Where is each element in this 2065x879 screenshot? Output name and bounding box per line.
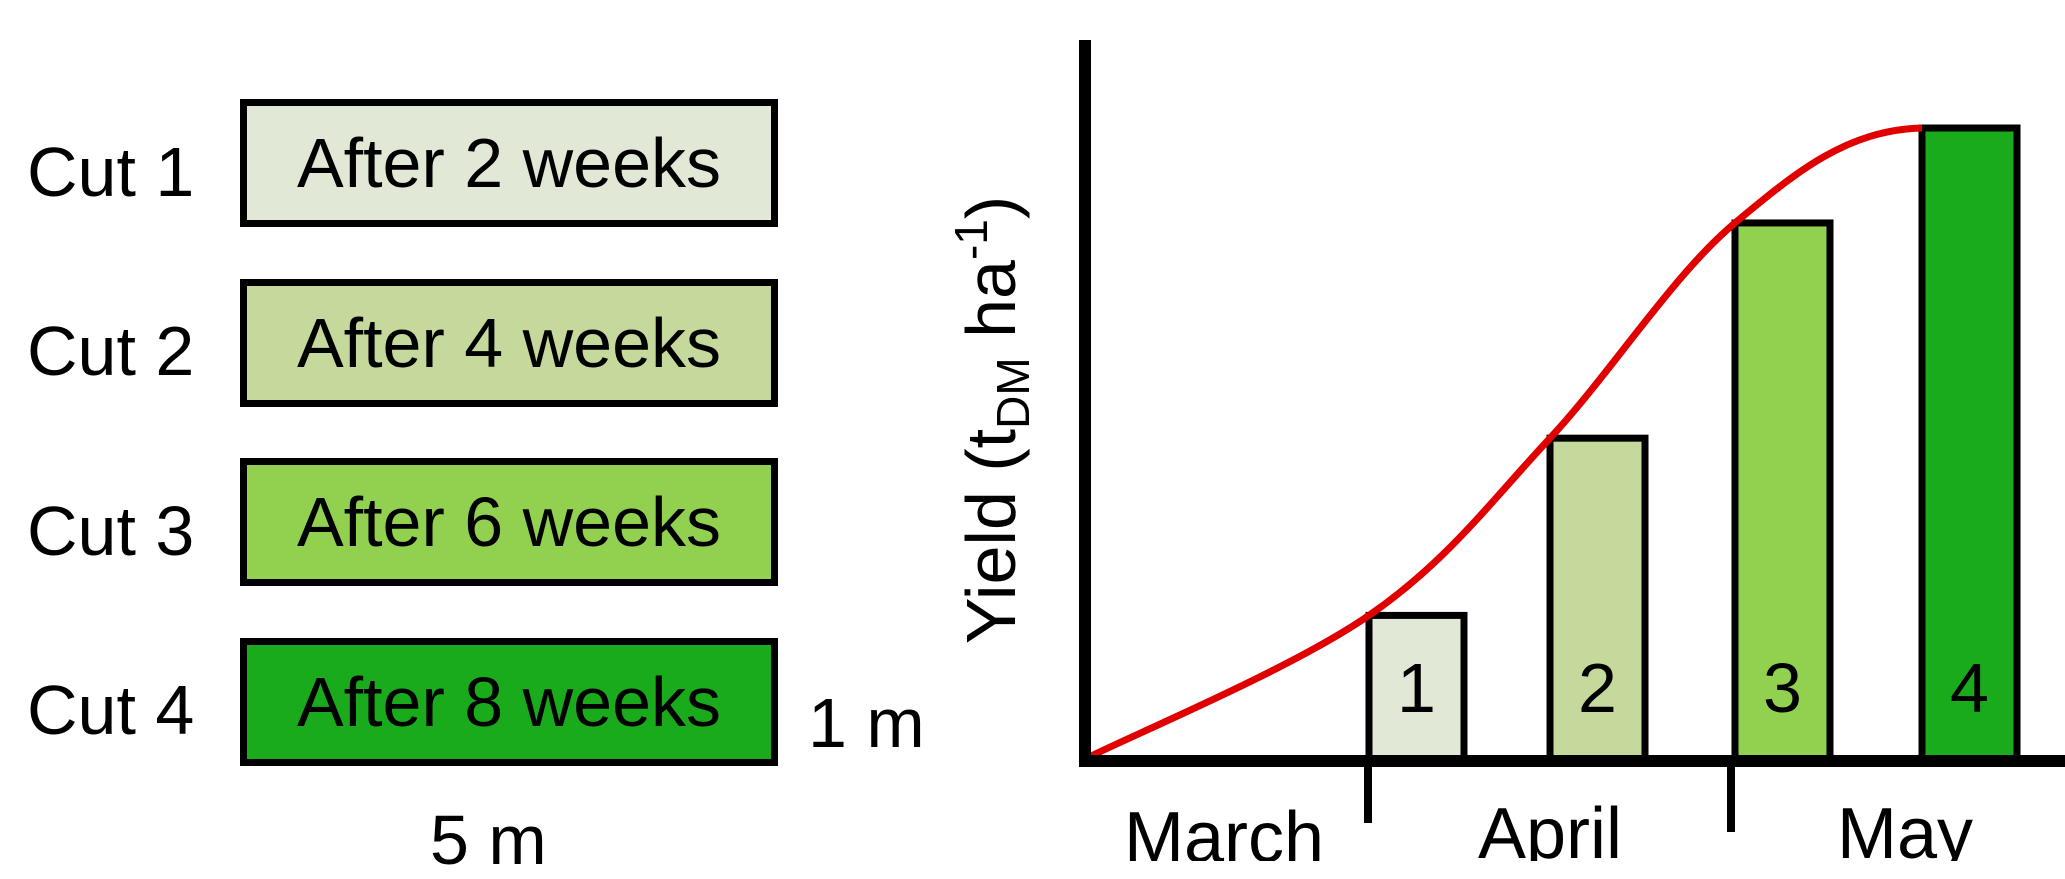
plot-box-1: After 2 weeks (240, 99, 778, 227)
bar-label-3: 3 (1763, 649, 1802, 727)
month-label-may: May (1837, 794, 1973, 861)
y-axis-label-sub: DM (987, 357, 1039, 429)
bar-2 (1546, 434, 1649, 765)
cut-label-1: Cut 1 (27, 133, 195, 211)
bar-label-1: 1 (1397, 649, 1436, 727)
bar-label-2: 2 (1578, 649, 1617, 727)
y-axis-label-sup: -1 (945, 219, 997, 260)
y-axis-label-end: ) (952, 196, 1030, 219)
y-axis-label: Yield (tDM ha-1) (945, 196, 1039, 644)
y-axis-label-main: Yield (t (952, 429, 1030, 644)
bar-1 (1365, 611, 1468, 765)
bar-4 (1918, 124, 2021, 765)
plot-box-3: After 6 weeks (240, 458, 778, 586)
plot-height-dimension: 1 m (808, 684, 925, 762)
month-label-march: March (1124, 798, 1324, 861)
yield-chart: 1 2 3 4 March April May Yield (tDM ha-1) (945, 40, 2065, 861)
cut-label-4: Cut 4 (27, 671, 195, 749)
yield-curve (1083, 124, 1923, 763)
plot-box-4: After 8 weeks (240, 638, 778, 766)
plot-box-2: After 4 weeks (240, 279, 778, 407)
cut-label-2: Cut 2 (27, 312, 195, 390)
cut-label-3: Cut 3 (27, 492, 195, 570)
month-label-april: April (1478, 794, 1622, 861)
bar-label-4: 4 (1950, 649, 1989, 727)
y-axis-label-mid: ha (952, 260, 1030, 357)
